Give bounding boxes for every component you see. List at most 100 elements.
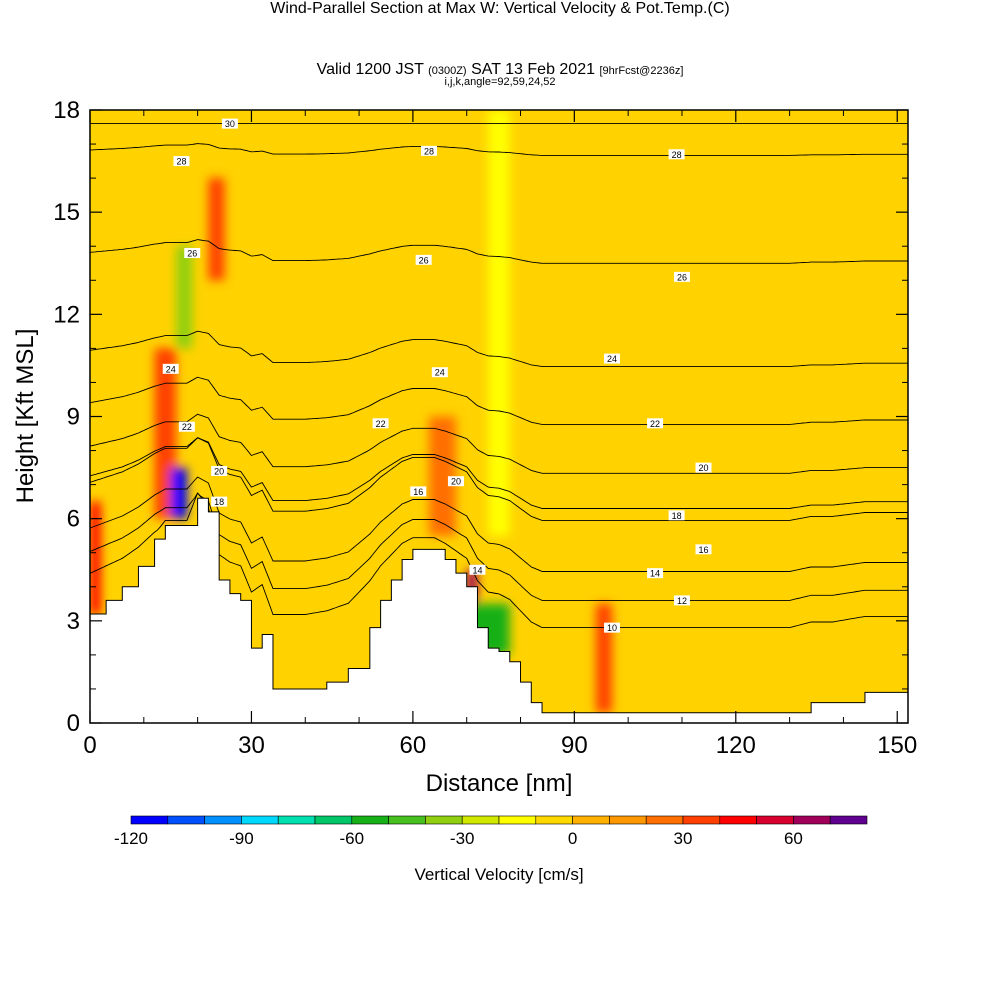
velocity-cell <box>208 178 225 281</box>
contour-label: 22 <box>372 418 389 429</box>
contour-label: 24 <box>162 363 179 374</box>
colorbar: -120 -90 -60 -30 0 30 60 <box>114 815 868 848</box>
contour-label: 26 <box>673 271 690 282</box>
contour-label: 28 <box>421 145 438 156</box>
subtitle-utc: (0300Z) <box>428 65 467 77</box>
x-tick-label: 30 <box>238 732 265 759</box>
contour-label-text: 24 <box>435 368 445 378</box>
colorbar-swatch <box>719 815 757 825</box>
colorbar-swatch <box>167 815 205 825</box>
theta-contour-24 <box>90 330 908 368</box>
colorbar-swatch <box>130 815 169 825</box>
theta-contour-22 <box>90 376 908 425</box>
contour-label: 20 <box>695 462 712 473</box>
colorbar-swatch <box>204 815 242 825</box>
contour-label: 18 <box>668 510 685 521</box>
contour-label: 26 <box>184 248 201 259</box>
contour-label: 28 <box>668 149 685 160</box>
plot-area: 10 12 14 14 16 16 18 18 20 20 20 22 22 22 24 24 24 26 26 26… <box>89 109 909 724</box>
contour-label-text: 14 <box>650 569 660 579</box>
contour-label-text: 28 <box>672 150 682 160</box>
contour-label-text: 28 <box>424 146 434 156</box>
y-tick-label: 9 <box>67 404 80 431</box>
x-tick-label: 120 <box>716 732 756 759</box>
y-axis-label: Height [Kft MSL] <box>12 329 39 504</box>
terrain-mask <box>90 498 908 723</box>
contour-label-text: 24 <box>166 364 176 374</box>
colorbar-tick-label: 0 <box>568 829 577 848</box>
x-tick-label: 90 <box>561 732 588 759</box>
contour-label-text: 12 <box>677 596 687 606</box>
colorbar-swatch <box>756 815 794 825</box>
terrain-outline <box>90 497 908 714</box>
contour-label-text: 28 <box>176 157 186 167</box>
colorbar-tick-label: -60 <box>340 829 365 848</box>
contour-label-text: 14 <box>472 565 482 575</box>
theta-contour-28 <box>90 143 908 156</box>
contour-label: 18 <box>211 496 228 507</box>
contour-label-text: 30 <box>225 119 235 129</box>
theta-contour-12 <box>90 492 908 601</box>
x-tick-label: 0 <box>83 732 96 759</box>
chart-title-text: Wind-Parallel Section at Max W: Vertical… <box>270 0 708 17</box>
subtitle-indices: i,j,k,angle=92,59,24,52 <box>444 76 556 88</box>
velocity-cell <box>176 246 193 349</box>
colorbar-swatch <box>829 815 868 825</box>
contour-label-text: 16 <box>413 487 423 497</box>
contour-label: 20 <box>211 465 228 476</box>
x-axis: 0 30 60 90 120 150 <box>83 110 917 759</box>
y-tick-label: 15 <box>53 199 80 226</box>
y-tick-label: 12 <box>53 301 80 328</box>
contour-label: 22 <box>178 421 195 432</box>
theta-contour-14 <box>90 476 908 572</box>
contour-label: 16 <box>695 544 712 555</box>
contour-label-text: 26 <box>419 255 429 265</box>
velocity-cell <box>595 603 613 713</box>
subtitle-date: SAT 13 Feb 2021 <box>471 61 595 78</box>
colorbar-swatch <box>609 815 647 825</box>
colorbar-swatch <box>461 815 500 825</box>
contour-label: 24 <box>431 367 448 378</box>
contour-label-text: 26 <box>187 249 197 259</box>
contour-label: 26 <box>415 254 432 265</box>
subtitle-forecast: [9hrFcst@2236z] <box>599 65 684 77</box>
contour-label-text: 20 <box>451 477 461 487</box>
contour-label-text: 24 <box>607 354 617 364</box>
colorbar-swatch <box>388 815 426 825</box>
x-axis-label: Distance [nm] <box>426 770 573 797</box>
colorbar-tick-label: 30 <box>674 829 693 848</box>
colorbar-swatch <box>682 815 721 825</box>
colorbar-swatch <box>277 815 316 825</box>
y-tick-label: 18 <box>53 97 80 124</box>
x-tick-label: 150 <box>877 732 917 759</box>
velocity-cell <box>488 110 510 536</box>
colorbar-swatch <box>793 815 831 825</box>
contour-label-text: 22 <box>650 419 660 429</box>
colorbar-tick-label: -30 <box>450 829 475 848</box>
theta-contour-10 <box>90 492 908 629</box>
colorbar-swatch <box>425 815 463 825</box>
colorbar-swatch <box>241 815 279 825</box>
contour-label-text: 20 <box>698 463 708 473</box>
contour-label: 14 <box>647 568 664 579</box>
velocity-cell <box>170 467 187 519</box>
colorbar-swatch <box>351 815 389 825</box>
velocity-cell <box>90 501 101 615</box>
contour-label-text: 22 <box>182 422 192 432</box>
theta-contour-26 <box>90 239 908 264</box>
contour-label-text: 10 <box>607 623 617 633</box>
colorbar-swatch <box>498 815 537 825</box>
colorbar-tick-label: -90 <box>229 829 254 848</box>
y-tick-label: 6 <box>67 506 80 533</box>
y-tick-label: 0 <box>67 710 80 737</box>
y-tick-label: 3 <box>67 608 80 635</box>
colorbar-swatch <box>572 815 610 825</box>
contour-label: 12 <box>673 595 690 606</box>
chart-title-mark: (C) <box>707 0 730 17</box>
theta-contour-20 <box>90 413 908 474</box>
colorbar-swatch <box>314 815 353 825</box>
colorbar-swatch <box>535 815 573 825</box>
colorbar-label: Vertical Velocity [cm/s] <box>414 865 583 884</box>
chart-title: Wind-Parallel Section at Max W: Vertical… <box>0 0 1000 18</box>
